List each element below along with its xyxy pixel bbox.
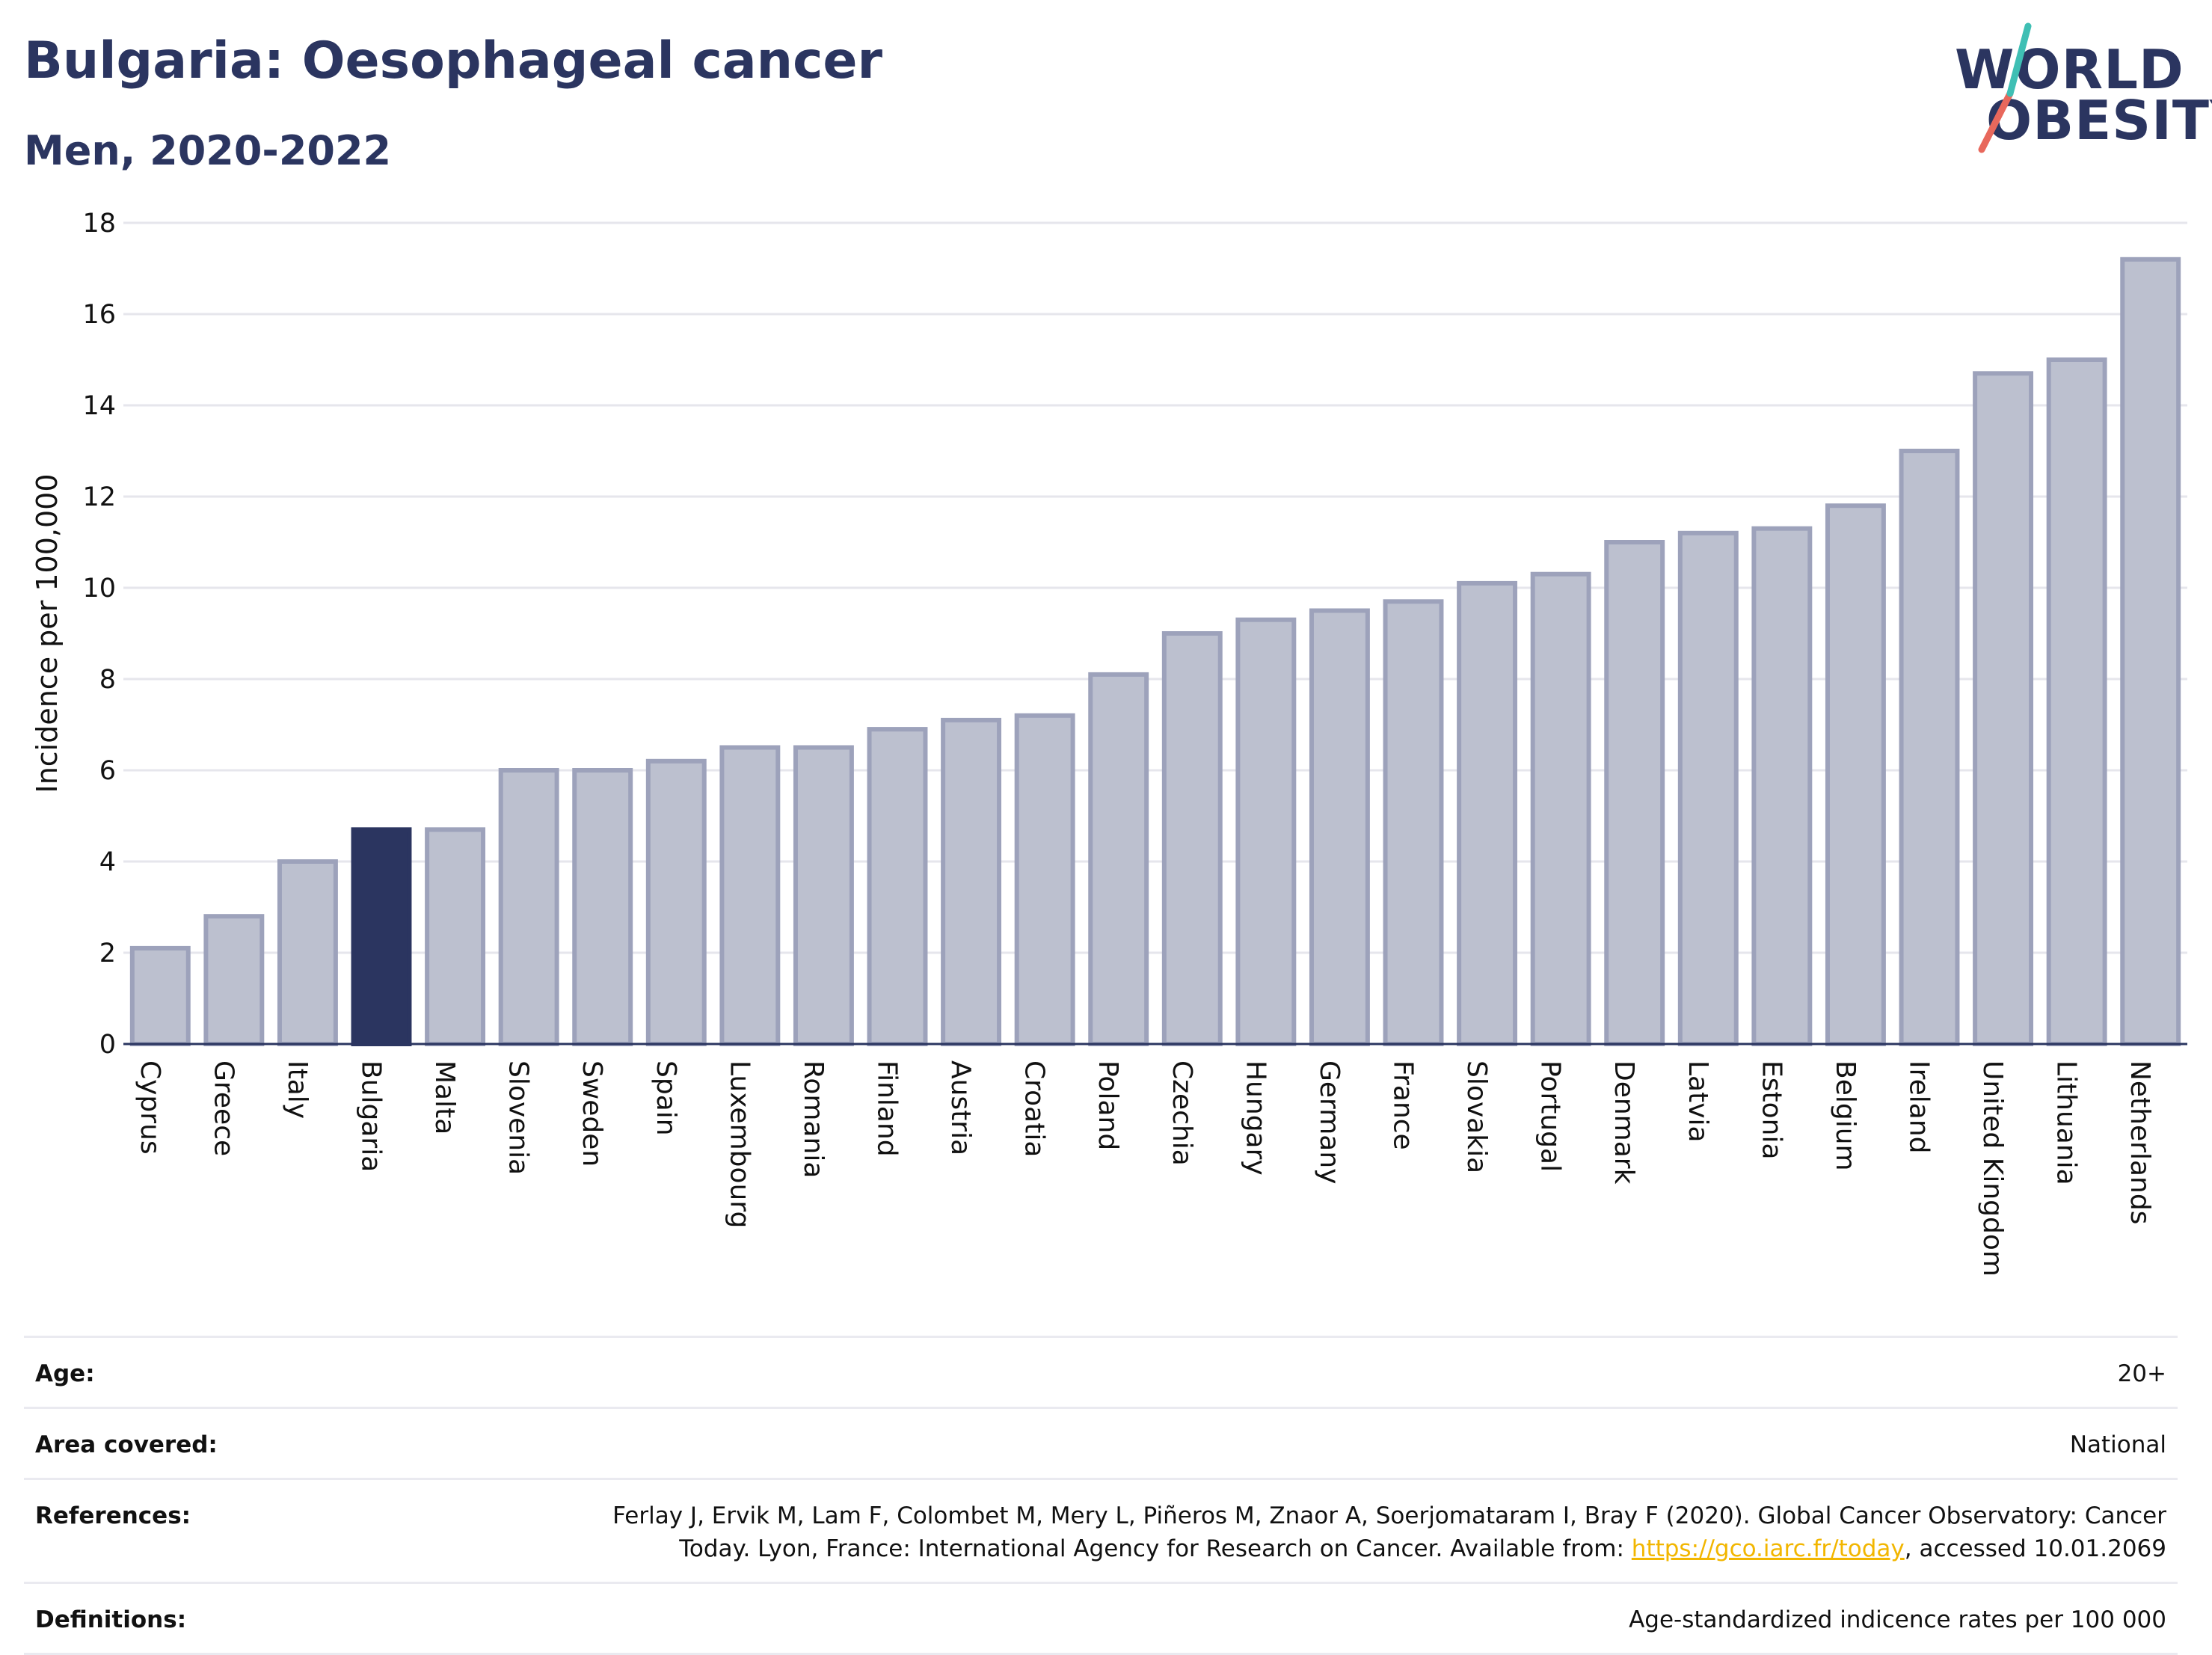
x-tick-label: Latvia — [1683, 1060, 1713, 1143]
bar-france — [1383, 599, 1444, 1046]
x-tick-label: Ireland — [1904, 1060, 1935, 1154]
age-value: 20+ — [2117, 1360, 2166, 1387]
bar-denmark — [1604, 540, 1665, 1046]
y-tick-label: 2 — [99, 939, 116, 968]
x-tick-label: Luxembourg — [724, 1060, 755, 1228]
y-tick-label: 6 — [99, 756, 116, 786]
x-tick-label: Belgium — [1830, 1060, 1861, 1171]
references-suffix: , accessed 10.01.2069 — [1904, 1535, 2166, 1562]
x-tick-label: Denmark — [1609, 1060, 1639, 1185]
bar-luxembourg — [719, 745, 781, 1046]
y-tick-label: 18 — [82, 209, 116, 239]
y-axis-ticks: 0 2 4 6 8 10 12 14 16 18 — [82, 209, 116, 1060]
logo-slash-icon — [1978, 22, 2032, 153]
logo-line2: OBESITY — [1986, 89, 2212, 152]
x-tick-label: France — [1388, 1060, 1419, 1150]
x-tick-label: Italy — [282, 1060, 313, 1119]
bar-latvia — [1677, 530, 1739, 1046]
y-tick-label: 10 — [82, 574, 116, 604]
bar-italy — [277, 859, 338, 1046]
bars — [129, 257, 2181, 1047]
bar-netherlands — [2120, 257, 2181, 1046]
bar-estonia — [1751, 526, 1813, 1046]
references-link[interactable]: https://gco.iarc.fr/today — [1631, 1535, 1905, 1562]
references-label: References: — [35, 1502, 191, 1529]
bar-cyprus — [129, 945, 191, 1047]
x-tick-label: Czechia — [1167, 1060, 1197, 1166]
x-tick-label: Finland — [872, 1060, 903, 1157]
y-tick-label: 12 — [82, 482, 116, 512]
x-tick-label: Malta — [429, 1060, 460, 1134]
bar-romania — [793, 745, 854, 1046]
y-tick-label: 14 — [82, 391, 116, 421]
bar-croatia — [1014, 713, 1075, 1046]
chart-title: Bulgaria: Oesophageal cancer — [24, 31, 883, 90]
y-axis-label: Incidence per 100,000 — [31, 473, 64, 793]
x-tick-label: Cyprus — [135, 1060, 165, 1155]
x-tick-label: Bulgaria — [356, 1060, 387, 1172]
meta-row-area: Area covered: National — [24, 1407, 2178, 1478]
x-tick-label: Slovakia — [1461, 1060, 1492, 1173]
x-tick-label: Hungary — [1240, 1060, 1271, 1176]
area-label: Area covered: — [35, 1431, 218, 1458]
world-obesity-logo: WORLD OBESITY — [1944, 19, 2212, 161]
bar-ireland — [1899, 449, 1960, 1046]
y-tick-label: 8 — [99, 665, 116, 695]
bar-portugal — [1530, 571, 1591, 1046]
x-tick-label: Poland — [1093, 1060, 1123, 1150]
x-tick-label: Portugal — [1535, 1060, 1566, 1172]
bar-sweden — [572, 768, 633, 1046]
area-value: National — [2069, 1431, 2166, 1458]
bar-belgium — [1825, 503, 1886, 1046]
x-tick-label: Estonia — [1756, 1060, 1787, 1160]
bar-germany — [1309, 608, 1370, 1046]
x-axis-categories: Cyprus Greece Italy Bulgaria Malta Slovenia Sw… — [135, 1060, 2155, 1277]
x-tick-label: Sweden — [577, 1060, 607, 1167]
references-text: Ferlay J, Ervik M, Lam F, Colombet M, Me… — [612, 1502, 2166, 1562]
bar-chart: 0 2 4 6 8 10 12 14 16 18 Incidence per 100,000 Cy… — [31, 209, 2187, 1277]
x-tick-label: Slovenia — [503, 1060, 534, 1175]
y-tick-label: 4 — [99, 847, 116, 877]
x-tick-label: Lithuania — [2051, 1060, 2082, 1185]
y-tick-label: 16 — [82, 300, 116, 330]
bar-malta — [425, 827, 486, 1046]
definitions-label: Definitions: — [35, 1606, 187, 1633]
x-tick-label: Croatia — [1019, 1060, 1050, 1157]
bar-slovakia — [1457, 580, 1518, 1046]
bar-greece — [203, 914, 265, 1047]
logo-line1: WORLD — [1955, 38, 2184, 101]
meta-row-references: References: Ferlay J, Ervik M, Lam F, Co… — [24, 1478, 2178, 1582]
bar-spain — [645, 758, 707, 1046]
x-tick-label: United Kingdom — [1977, 1060, 2008, 1277]
chart-subtitle: Men, 2020-2022 — [24, 127, 392, 174]
bar-lithuania — [2046, 357, 2107, 1046]
x-tick-label: Romania — [798, 1060, 829, 1178]
references-value: Ferlay J, Ervik M, Lam F, Colombet M, Me… — [596, 1499, 2166, 1565]
meta-row-age: Age: 20+ — [24, 1336, 2178, 1407]
metadata-table: Age: 20+ Area covered: National Referenc… — [24, 1336, 2178, 1655]
x-tick-label: Spain — [651, 1060, 681, 1136]
bar-poland — [1088, 672, 1149, 1047]
bar-slovenia — [498, 768, 559, 1046]
bar-finland — [867, 727, 928, 1046]
x-tick-label: Austria — [945, 1060, 976, 1155]
x-tick-label: Germany — [1314, 1060, 1345, 1184]
meta-row-definitions: Definitions: Age-standardized indicence … — [24, 1582, 2178, 1655]
age-label: Age: — [35, 1360, 95, 1387]
x-tick-label: Netherlands — [2125, 1060, 2155, 1224]
bar-bulgaria — [351, 827, 412, 1046]
bar-czechia — [1161, 631, 1223, 1046]
bar-hungary — [1235, 617, 1297, 1046]
y-tick-label: 0 — [99, 1030, 116, 1060]
definitions-value: Age-standardized indicence rates per 100… — [1629, 1606, 2166, 1633]
bar-austria — [941, 717, 1002, 1047]
x-tick-label: Greece — [208, 1060, 239, 1156]
bar-united-kingdom — [1973, 371, 2034, 1047]
